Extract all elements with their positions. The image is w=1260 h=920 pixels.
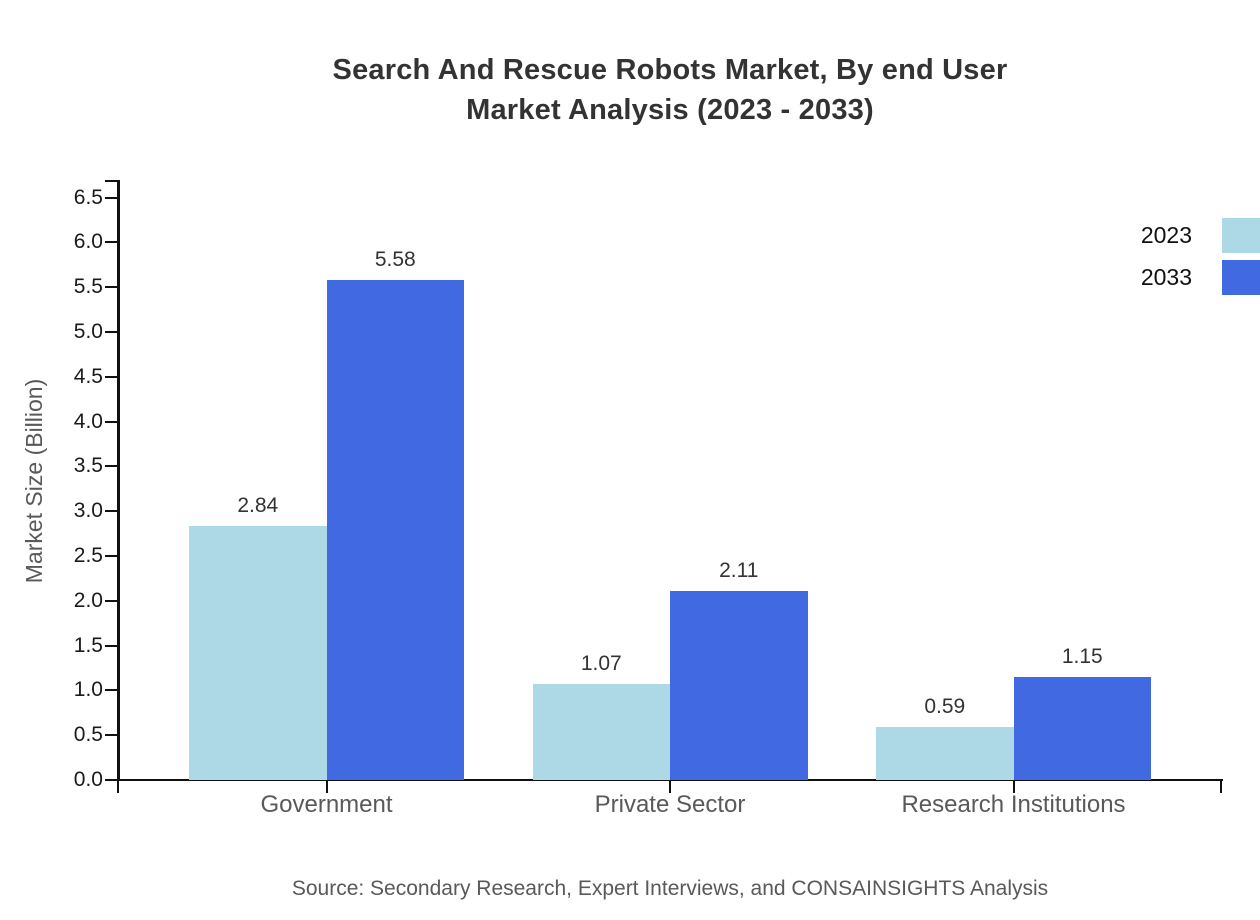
legend-item-2033: 2033 [1141,260,1260,295]
bar-2033-government [326,280,464,780]
legend-swatch-2023 [1222,218,1260,253]
value-label-2033-private-sector: 2.11 [719,558,759,582]
y-tick [105,331,118,333]
y-axis-end-tick [105,180,118,182]
x-tick-private-sector [669,780,671,793]
bar-2023-research-institutions [876,727,1014,780]
value-label-2023-government: 2.84 [237,493,279,517]
y-tick-label: 4.5 [73,364,103,388]
chart-title-line2: Market Analysis (2023 - 2033) [466,94,874,126]
category-label-research-institutions: Research Institutions [901,791,1126,818]
source-note: Source: Secondary Research, Expert Inter… [291,877,1049,900]
category-label-private-sector: Private Sector [594,791,746,818]
y-tick-label: 6.0 [73,230,103,254]
value-label-2023-research-institutions: 0.59 [924,695,966,719]
y-tick [105,510,118,513]
y-tick [105,734,118,737]
y-tick-label: 4.0 [73,409,103,433]
y-tick [105,465,118,468]
value-label-2023-private-sector: 1.07 [580,652,622,676]
y-tick [105,555,118,557]
y-tick [105,779,118,781]
y-tick-label: 1.0 [73,678,103,702]
y-tick-label: 2.5 [73,544,103,567]
bar-2033-research-institutions [1013,676,1151,780]
x-axis-right-end-tick [1220,780,1222,793]
y-tick [105,599,118,602]
y-tick [105,689,118,692]
bar-2023-private-sector [532,684,670,780]
chart-title-line1: Search And Rescue Robots Market, By end … [332,54,1008,86]
y-tick-label: 3.5 [73,454,103,478]
y-tick-label: 3.0 [73,499,103,523]
y-tick-label: 5.5 [73,275,103,299]
legend-label-2023: 2023 [1140,222,1192,248]
x-axis-left-end-tick [117,780,119,793]
value-label-2033-government: 5.58 [374,248,416,272]
category-label-government: Government [260,791,393,818]
y-tick [105,241,118,244]
y-tick-label: 6.5 [73,185,103,209]
y-tick-label: 0.5 [73,723,103,747]
x-tick-research-institutions [1012,780,1015,793]
bar-2023-government [189,525,327,780]
chart-title: Search And Rescue Robots Market, By end … [80,50,1260,130]
legend: 2023 2033 [1141,218,1260,295]
y-tick [105,286,118,289]
y-tick-label: 0.0 [73,768,103,791]
x-tick-government [325,780,328,793]
y-tick [105,420,118,423]
y-axis-line [117,180,120,781]
bar-2033-private-sector [670,590,808,780]
y-tick-label: 5.0 [73,320,103,343]
legend-swatch-2033 [1222,260,1260,295]
y-tick-label: 2.0 [73,588,103,612]
y-axis-title: Market Size (Billion) [21,378,47,584]
y-tick [105,196,118,199]
y-tick [105,644,118,647]
y-tick-label: 1.5 [73,633,103,657]
legend-item-2023: 2023 [1141,218,1260,253]
value-label-2033-research-institutions: 1.15 [1061,644,1103,668]
legend-label-2033: 2033 [1140,264,1192,290]
y-tick [105,375,118,378]
